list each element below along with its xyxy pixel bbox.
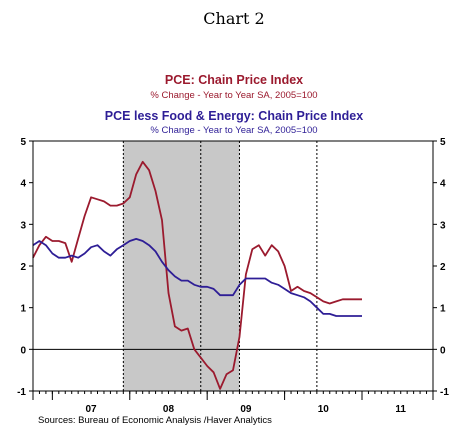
- chart-title: Chart 2: [203, 9, 264, 28]
- y-tick-label-right: 0: [440, 345, 446, 356]
- y-tick-label-right: 2: [440, 262, 446, 273]
- y-tick-label-right: 5: [440, 137, 446, 148]
- y-tick-label-left: -1: [17, 387, 26, 398]
- y-tick-label-left: 3: [20, 220, 26, 231]
- y-tick-label-left: 0: [20, 345, 26, 356]
- y-tick-label-left: 5: [20, 137, 26, 148]
- x-tick-label: 09: [240, 404, 252, 415]
- series-1-subtitle: % Change - Year to Year SA, 2005=100: [150, 90, 317, 101]
- series-line-1: [32, 160, 362, 390]
- y-tick-label-right: -1: [440, 387, 449, 398]
- y-tick-label-left: 2: [20, 262, 26, 273]
- y-tick-label-left: 4: [20, 179, 26, 190]
- series-1-title: PCE: Chain Price Index: [165, 73, 303, 87]
- x-tick-label: 08: [163, 404, 175, 415]
- y-tick-label-right: 1: [440, 304, 446, 315]
- y-tick-label-right: 3: [440, 220, 446, 231]
- recession-shading: [123, 141, 240, 391]
- series-2-subtitle: % Change - Year to Year SA, 2005=100: [150, 125, 317, 136]
- series-2-title: PCE less Food & Energy: Chain Price Inde…: [105, 109, 363, 123]
- x-tick-label: 07: [85, 404, 97, 415]
- y-tick-label-right: 4: [440, 179, 446, 190]
- source-note: Sources: Bureau of Economic Analysis /Ha…: [38, 415, 272, 426]
- x-tick-label: 10: [318, 404, 330, 415]
- x-tick-label: 11: [395, 404, 406, 415]
- series-line-2: [32, 237, 362, 317]
- y-tick-label-left: 1: [20, 304, 26, 315]
